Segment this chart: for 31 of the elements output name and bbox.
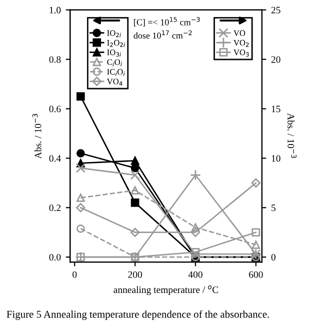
y-tick-label: 0.2 — [49, 204, 61, 212]
y2-tick-label: 10 — [272, 155, 280, 162]
y-tick-label: 0.0 — [49, 254, 61, 261]
y-tick-label: 0.4 — [49, 155, 61, 162]
caption: Figure 5 Annealing temperature dependence of the absorbance. — [6, 310, 269, 320]
y-tick-label: 1.0 — [50, 6, 61, 14]
y2-tick-label: 0 — [271, 254, 276, 261]
annotation: [C] =< 10$^{15}$ cm$^{−3}$ — [134, 17, 200, 26]
legend-label: IO$_{3i}$ — [107, 50, 122, 57]
x-tick-label: 0 — [72, 271, 77, 278]
annotation: dose 10$^{17}$ cm$^{−2}$ — [134, 30, 192, 39]
legend-label: IC$_{i}$O$_{i}$ — [107, 69, 125, 76]
legend-label: VO — [234, 30, 246, 36]
x-axis-title: annealing temperature / $^{o}$C — [114, 285, 218, 296]
legend-label: C$_{i}$O$_{i}$ — [107, 59, 122, 66]
legend-label: IO$_{2i}$ — [107, 30, 122, 38]
y2-axis-title: Abs. / 10$^{−3}$ — [288, 113, 296, 158]
y-tick-label: 0.6 — [49, 106, 61, 112]
legend-label: VO$_{2}$ — [234, 40, 249, 47]
y-axis-title: Abs. / 10$^{−3}$ — [32, 114, 42, 159]
y2-tick-label: 25 — [271, 6, 280, 14]
x-tick-label: 400 — [188, 271, 202, 278]
x-tick-label: 600 — [249, 271, 263, 278]
y2-tick-label: 15 — [272, 106, 280, 112]
legend-label: VO$_{4}$ — [106, 78, 122, 86]
x-tick-label: 200 — [128, 271, 142, 278]
y2-tick-label: 20 — [271, 56, 280, 63]
y2-tick-label: 5 — [272, 204, 276, 212]
legend-label: VO$_{3}$ — [234, 50, 249, 57]
y-tick-label: 0.8 — [49, 56, 61, 63]
legend-label: I$_{2}$O$_{2i}$ — [107, 40, 126, 47]
